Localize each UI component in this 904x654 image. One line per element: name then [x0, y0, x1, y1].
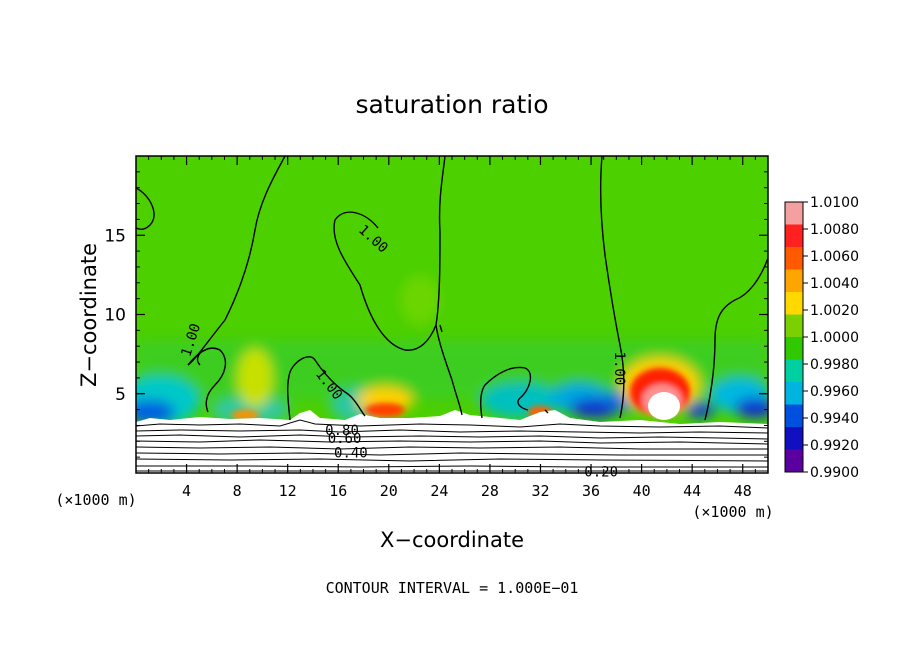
- x-tick-label: 44: [683, 482, 701, 500]
- x-tick-label: 20: [380, 482, 398, 500]
- colorbar-swatch: [785, 337, 803, 360]
- x-tick-label: 16: [329, 482, 347, 500]
- colorbar-label: 1.0080: [810, 222, 859, 238]
- colorbar-swatch: [785, 359, 803, 383]
- colorbar-label: 1.0060: [810, 249, 859, 265]
- x-unit-label-right: (×1000 m): [692, 503, 773, 521]
- colorbar-label: 1.0000: [810, 330, 859, 346]
- x-tick-label: 48: [734, 482, 752, 500]
- colorbar-swatch: [785, 247, 803, 270]
- x-tick-label: 36: [582, 482, 600, 500]
- y-tick-label: 5: [115, 385, 126, 405]
- colorbar-label: 0.9980: [810, 357, 859, 373]
- colorbar-label: 0.9940: [810, 411, 859, 427]
- x-axis-label: X−coordinate: [380, 528, 524, 552]
- colorbar-swatch: [785, 404, 803, 428]
- x-tick-label: 28: [481, 482, 499, 500]
- contour-label: 0.40: [334, 445, 368, 461]
- contour-label: 1.00: [611, 352, 627, 386]
- colorbar-label: 0.9960: [810, 384, 859, 400]
- y-axis-label: Z−coordinate: [77, 243, 101, 387]
- x-tick-label: 12: [279, 482, 297, 500]
- colorbar-label: 1.0020: [810, 303, 859, 319]
- colorbar-swatch: [785, 314, 803, 338]
- x-unit-label: (×1000 m): [55, 491, 136, 509]
- chart-title: saturation ratio: [355, 90, 548, 119]
- x-axis: 4 8 12 16 20 24 28 32 36 40 44 48: [148, 156, 756, 500]
- colorbar-label: 0.9920: [810, 438, 859, 454]
- heatmap-field: [136, 156, 768, 473]
- colorbar-swatch: [785, 382, 803, 405]
- contour-label: 0.80: [325, 423, 359, 439]
- colorbar-swatch: [785, 449, 803, 473]
- colorbar-swatch: [785, 427, 803, 450]
- x-tick-label: 24: [430, 482, 448, 500]
- colorbar-swatch: [785, 202, 803, 225]
- colorbar-label: 1.0100: [810, 195, 859, 211]
- colorbar-label: 0.9900: [810, 465, 859, 481]
- x-tick-label: 8: [233, 482, 242, 500]
- contour-label: 0.60: [328, 431, 362, 447]
- colorbar-swatch: [785, 292, 803, 315]
- colorbar-label: 1.0040: [810, 276, 859, 292]
- contour-interval-note: CONTOUR INTERVAL = 1.000E−01: [326, 579, 579, 597]
- y-tick-label: 10: [104, 306, 126, 326]
- x-tick-label: 4: [182, 482, 191, 500]
- y-tick-label: 15: [104, 226, 126, 246]
- x-tick-label: 40: [633, 482, 651, 500]
- contour-lines: [136, 156, 768, 421]
- ground-contours: [136, 419, 768, 472]
- y-axis: 5 10 15: [104, 171, 768, 458]
- colorbar: 1.0100 1.0080 1.0060 1.0040 1.0020 1.0000 0.99…: [784, 195, 859, 481]
- colorbar-swatch: [785, 224, 803, 248]
- colorbar-swatch: [785, 269, 803, 293]
- x-tick-label: 32: [531, 482, 549, 500]
